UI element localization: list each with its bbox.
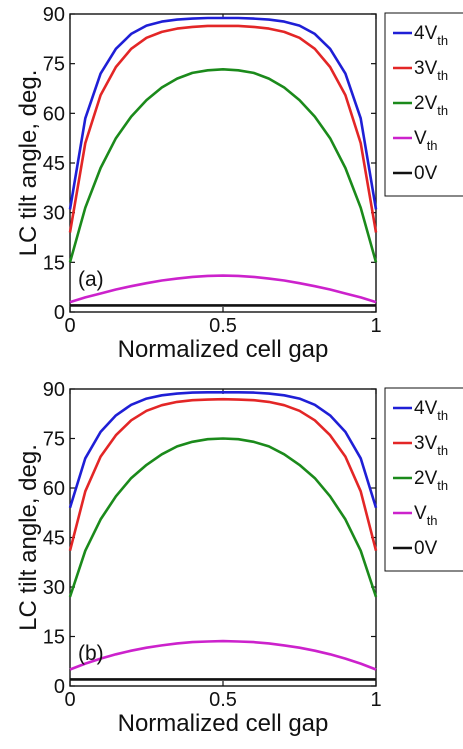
panel-label: (a) (78, 268, 104, 291)
x-tick-label: 0 (64, 315, 75, 337)
x-tick-label: 1 (370, 689, 381, 711)
y-tick-label: 30 (43, 577, 65, 599)
y-tick-label: 45 (43, 153, 65, 175)
series-line-3vth (68, 397, 378, 552)
series-line-3vth (68, 24, 378, 233)
x-tick-label: 1 (370, 315, 381, 337)
series-line-4vth (68, 390, 378, 509)
legend-entry: 0V (414, 538, 438, 559)
x-tick-label: 0 (64, 689, 75, 711)
y-tick-label: 90 (43, 379, 65, 401)
legend-entry: 0V (414, 163, 438, 184)
x-tick-label: 0.5 (209, 689, 237, 711)
series-line-4vth (68, 16, 378, 210)
chart-panel-1: 0 15 30 45 60 75 90 0 0.5 1 Normalized cell gap LC … (15, 4, 463, 363)
y-tick-label: 60 (43, 103, 65, 125)
y-axis-label: LC tilt angle, deg. (15, 444, 42, 631)
plot-area-frame (69, 13, 377, 313)
series-line-vth (69, 639, 377, 671)
x-axis-label: Normalized cell gap (118, 710, 329, 737)
y-tick-label: 75 (43, 54, 65, 76)
legend-box (384, 12, 463, 197)
panel-label: (b) (78, 642, 104, 665)
series-line-2vth (68, 437, 378, 598)
y-tick-label: 45 (43, 528, 65, 550)
y-tick-label: 90 (43, 4, 65, 26)
y-tick-label: 0 (54, 302, 65, 324)
y-axis-label: LC tilt angle, deg. (15, 70, 42, 257)
y-tick-label: 60 (43, 478, 65, 500)
y-tick-label: 15 (43, 627, 65, 649)
y-tick-label: 75 (43, 429, 65, 451)
x-tick-label: 0.5 (209, 315, 237, 337)
series-line-vth (69, 274, 377, 304)
series-line-2vth (68, 68, 378, 263)
legend-box (384, 387, 463, 572)
y-tick-label: 15 (43, 252, 65, 274)
y-tick-label: 30 (43, 203, 65, 225)
y-tick-label: 0 (54, 676, 65, 698)
chart-panel-2: 0 15 30 45 60 75 90 0 0.5 1 Normalized cell gap LC … (15, 379, 463, 737)
x-axis-label: Normalized cell gap (118, 336, 329, 363)
